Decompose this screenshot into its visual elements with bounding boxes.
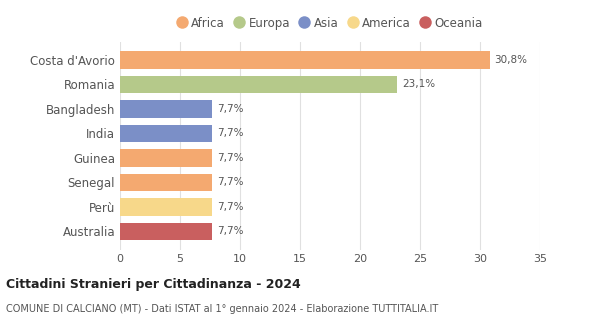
Bar	[120, 222, 212, 240]
Text: Cittadini Stranieri per Cittadinanza - 2024: Cittadini Stranieri per Cittadinanza - 2…	[6, 278, 301, 292]
Legend: Africa, Europa, Asia, America, Oceania: Africa, Europa, Asia, America, Oceania	[172, 12, 488, 35]
Text: 7,7%: 7,7%	[217, 202, 244, 212]
Text: 23,1%: 23,1%	[402, 79, 435, 89]
Bar	[120, 51, 490, 69]
Text: 7,7%: 7,7%	[217, 128, 244, 138]
Text: 7,7%: 7,7%	[217, 104, 244, 114]
Text: COMUNE DI CALCIANO (MT) - Dati ISTAT al 1° gennaio 2024 - Elaborazione TUTTITALI: COMUNE DI CALCIANO (MT) - Dati ISTAT al …	[6, 304, 438, 314]
Bar	[120, 173, 212, 191]
Bar	[120, 198, 212, 216]
Text: 7,7%: 7,7%	[217, 177, 244, 187]
Bar	[120, 149, 212, 167]
Bar	[120, 100, 212, 118]
Bar	[120, 124, 212, 142]
Text: 7,7%: 7,7%	[217, 226, 244, 236]
Text: 7,7%: 7,7%	[217, 153, 244, 163]
Text: 30,8%: 30,8%	[494, 55, 527, 65]
Bar	[120, 76, 397, 93]
